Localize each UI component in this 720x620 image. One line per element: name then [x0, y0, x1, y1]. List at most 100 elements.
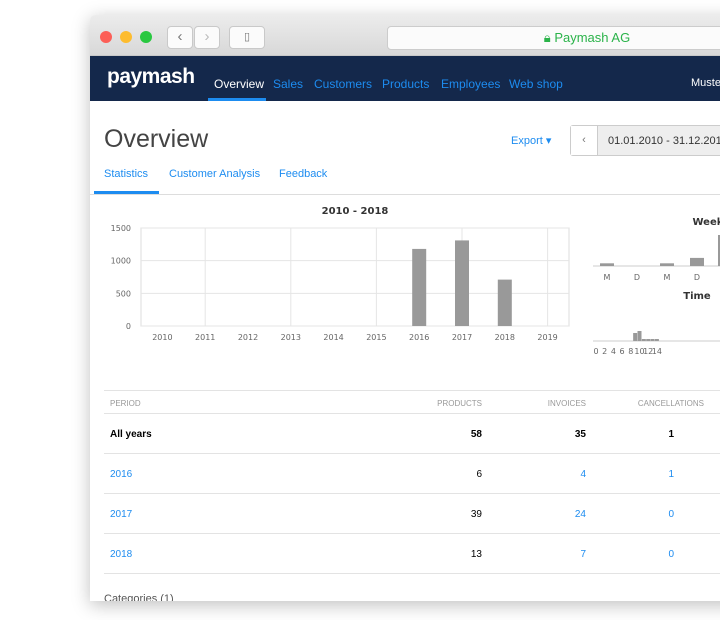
table-cell: 13	[470, 549, 482, 560]
period-table: PERIOD PRODUCTS INVOICES CANCELLATIONS All y…	[104, 390, 720, 574]
column-header: PERIOD	[110, 399, 141, 408]
table-header: PERIOD PRODUCTS INVOICES CANCELLATIONS	[104, 390, 720, 414]
nav-overview[interactable]: Overview	[214, 77, 265, 91]
active-nav-indicator	[208, 98, 266, 101]
weekday-label: D	[634, 273, 640, 282]
table-cell: 58	[470, 429, 482, 440]
nav-products[interactable]: Products	[382, 77, 430, 91]
weekday-label: M	[604, 273, 611, 282]
table-cell[interactable]: 4	[580, 469, 586, 480]
time-bar	[646, 339, 651, 341]
table-row: All years 58 35 1	[104, 414, 720, 454]
x-tick-label: 2010	[152, 333, 172, 342]
sidebar-icon[interactable]: ▯	[229, 26, 265, 49]
x-tick-label: 2013	[281, 333, 301, 342]
table-cell[interactable]: 7	[580, 549, 586, 560]
time-tick-label: 2	[602, 347, 607, 356]
table-cell[interactable]: 1	[668, 469, 674, 480]
bar-2018	[497, 279, 512, 326]
weekday-label: D	[694, 273, 700, 282]
url-text: Paymash AG	[554, 30, 631, 45]
lock-icon: 🔒︎	[543, 30, 551, 45]
tab-customer-analysis[interactable]: Customer Analysis	[169, 168, 261, 180]
table-cell: All years	[110, 429, 152, 440]
address-bar[interactable]: 🔒︎ Paymash AG	[387, 26, 720, 50]
table-row: 2018 13 7 0	[104, 534, 720, 574]
page-title: Overview	[104, 125, 209, 153]
tab-statistics[interactable]: Statistics	[104, 168, 149, 180]
forward-button[interactable]: ›	[194, 26, 220, 49]
y-tick-label: 1000	[111, 257, 131, 266]
previous-period-button[interactable]: ‹	[571, 126, 598, 155]
export-button[interactable]: Export ▾	[511, 135, 552, 147]
x-tick-label: 2017	[452, 333, 472, 342]
weekday-bar	[690, 257, 704, 266]
table-cell: 6	[476, 469, 482, 480]
back-button[interactable]: ‹	[167, 26, 193, 49]
x-tick-label: 2011	[195, 333, 215, 342]
active-tab-indicator	[94, 191, 159, 194]
column-header: PRODUCTS	[437, 399, 482, 408]
time-tick-label: 6	[620, 347, 625, 356]
weekday-bar	[600, 263, 614, 266]
weekday-title: Weekday	[692, 217, 720, 228]
browser-window: ‹ › ▯ 🔒︎ Paymash AG paymash Overview Sal…	[90, 15, 720, 601]
x-tick-label: 2012	[238, 333, 258, 342]
tab-feedback[interactable]: Feedback	[279, 168, 328, 180]
date-range-text: 01.01.2010 - 31.12.2018	[608, 135, 720, 147]
table-cell: 39	[470, 509, 482, 520]
time-tick-label: 0	[593, 347, 598, 356]
x-tick-label: 2016	[409, 333, 429, 342]
table-cell[interactable]: 0	[668, 509, 674, 520]
table-cell[interactable]: 0	[668, 549, 674, 560]
time-tick-label: 10	[634, 347, 644, 356]
time-bar	[650, 339, 655, 341]
time-bar	[641, 339, 646, 341]
bar-2017	[455, 240, 469, 326]
table-cell[interactable]: 2017	[110, 509, 133, 520]
time-bar	[654, 339, 659, 341]
time-tick-label: 8	[628, 347, 633, 356]
table-cell[interactable]: 2018	[110, 549, 133, 560]
logo: paymash	[107, 65, 195, 88]
y-tick-label: 500	[116, 289, 131, 298]
zoom-button[interactable]	[140, 31, 152, 43]
chart-title: 2010 - 2018	[322, 206, 389, 217]
date-range-picker[interactable]: ‹ 01.01.2010 - 31.12.2018	[570, 125, 720, 156]
table-row: 2017 39 24 0	[104, 494, 720, 534]
x-tick-label: 2019	[537, 333, 557, 342]
time-tick-label: 4	[611, 347, 616, 356]
browser-toolbar: ‹ › ▯ 🔒︎ Paymash AG	[90, 15, 720, 56]
y-tick-label: 1500	[111, 224, 131, 233]
column-header: CANCELLATIONS	[637, 399, 704, 408]
time-bar	[637, 331, 642, 341]
weekday-label: M	[664, 273, 671, 282]
tab-divider	[90, 194, 720, 195]
bar-2016	[412, 248, 427, 326]
table-cell[interactable]: 2016	[110, 469, 133, 480]
nav-employees[interactable]: Employees	[441, 77, 501, 91]
x-tick-label: 2015	[366, 333, 386, 342]
table-cell: 1	[668, 429, 674, 440]
nav-sales[interactable]: Sales	[273, 77, 304, 91]
time-tick-label: 12	[643, 347, 653, 356]
x-tick-label: 2018	[495, 333, 515, 342]
table-row: 2016 6 4 1	[104, 454, 720, 494]
time-title: Time	[683, 291, 711, 302]
x-tick-label: 2014	[323, 333, 343, 342]
main-nav: paymash Overview Sales Customers Product…	[90, 56, 720, 101]
table-cell: 35	[574, 429, 586, 440]
time-bar	[633, 333, 638, 341]
user-menu[interactable]: Muster	[691, 77, 720, 89]
nav-customers[interactable]: Customers	[314, 77, 373, 91]
y-tick-label: 0	[126, 322, 131, 331]
time-tick-label: 14	[652, 347, 662, 356]
column-header: INVOICES	[547, 399, 586, 408]
categories-heading: Categories (1)	[104, 593, 174, 601]
table-cell[interactable]: 24	[574, 509, 586, 520]
nav-web-shop[interactable]: Web shop	[509, 77, 563, 91]
weekday-bar	[718, 235, 720, 266]
minimize-button[interactable]	[120, 31, 132, 43]
close-button[interactable]	[100, 31, 112, 43]
